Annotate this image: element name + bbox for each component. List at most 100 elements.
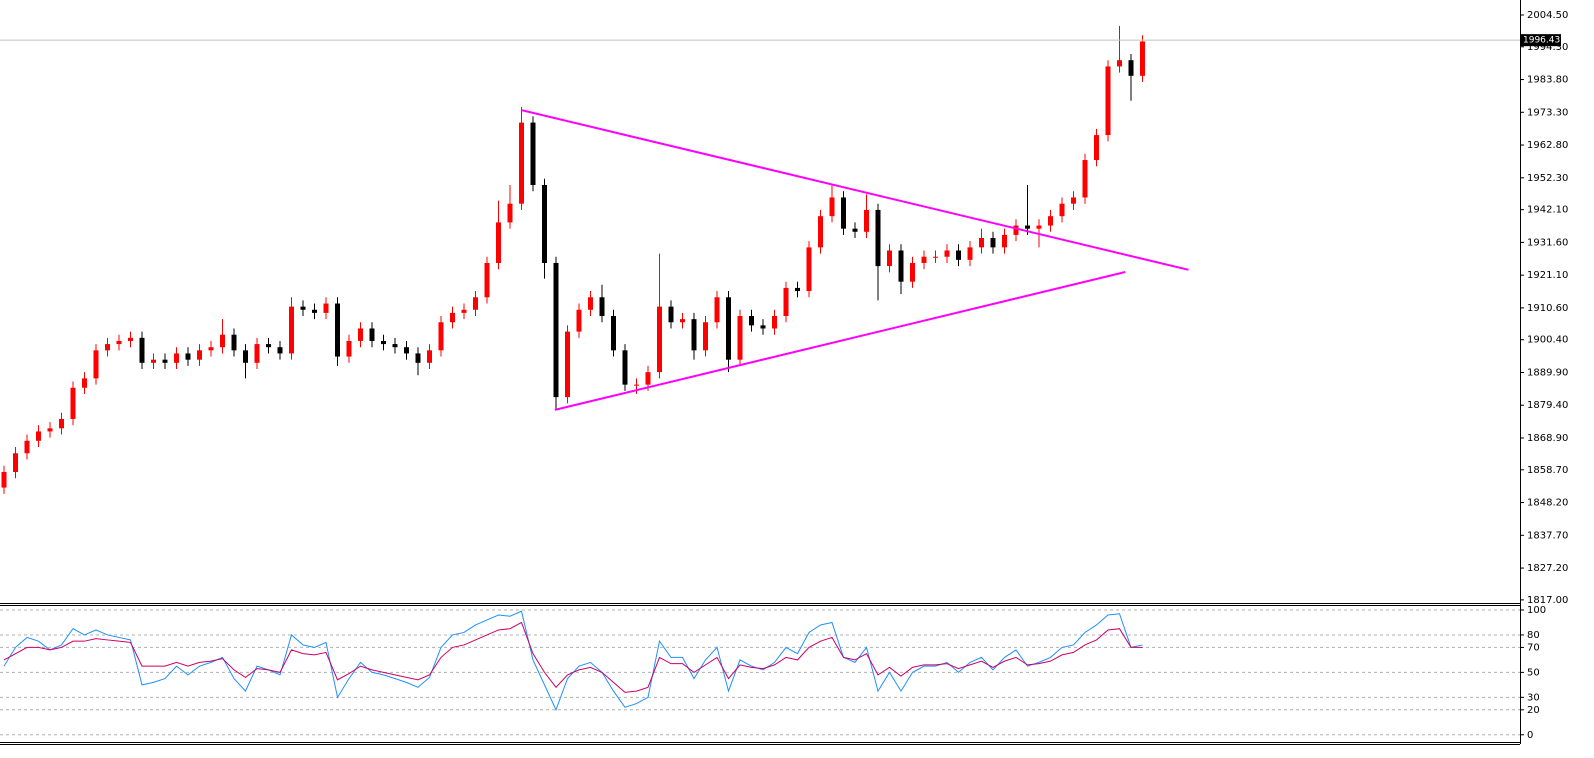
candle-body <box>277 347 283 354</box>
y-tick-label: 1910.60 <box>1527 303 1568 314</box>
candle-body <box>1002 234 1007 248</box>
y-tick-label: 1868.90 <box>1527 433 1568 444</box>
candle-body <box>197 350 202 360</box>
candle-body <box>875 209 881 267</box>
candle-body <box>795 287 800 292</box>
candle-body <box>1013 225 1019 235</box>
candle-body <box>979 238 984 248</box>
y-tick-label: 70 <box>1527 642 1540 653</box>
candle-body <box>13 453 18 472</box>
candle-body <box>1105 66 1111 136</box>
candle-body <box>450 312 455 323</box>
candle-body <box>243 350 248 363</box>
candle-body <box>657 306 662 373</box>
candle-body <box>93 350 99 379</box>
y-tick-label: 20 <box>1527 705 1540 716</box>
candle-body <box>772 316 777 329</box>
candle-body <box>668 306 674 323</box>
last-price-label: 1996.43 <box>1523 36 1560 46</box>
candle-body <box>1140 41 1145 76</box>
candle-body <box>1094 135 1099 161</box>
candle-body <box>1 471 7 488</box>
candle-body <box>933 256 938 258</box>
candle-body <box>588 297 593 310</box>
candle-body <box>519 122 524 204</box>
y-tick-label: 1848.20 <box>1527 498 1568 509</box>
trendline <box>554 271 1126 411</box>
candle-body <box>829 197 835 217</box>
y-tick-label: 1962.80 <box>1527 140 1568 151</box>
candle-body <box>680 319 685 323</box>
y-tick-label: 1921.10 <box>1527 270 1568 281</box>
candle-body <box>105 344 110 351</box>
candle-body <box>289 306 294 354</box>
candle-body <box>737 316 743 360</box>
candle-body <box>208 347 214 351</box>
y-tick-label: 1879.40 <box>1527 400 1568 411</box>
candle-body <box>36 431 41 441</box>
candle-body <box>864 209 869 232</box>
candle-body <box>565 331 570 398</box>
candle-body <box>691 319 697 351</box>
y-tick-label: 30 <box>1527 692 1540 703</box>
candle-body <box>312 309 317 313</box>
candle-body <box>910 262 915 282</box>
candle-body <box>438 322 444 351</box>
candle-body <box>818 216 823 248</box>
candle-body <box>1117 60 1122 67</box>
candle-body <box>553 262 559 398</box>
candle-body <box>24 440 30 454</box>
candle-body <box>59 418 64 429</box>
candle-body <box>220 334 225 348</box>
candle-body <box>427 350 432 363</box>
y-tick-label: 1900.40 <box>1527 335 1568 346</box>
candle-body <box>542 184 547 263</box>
y-tick-label: 2004.50 <box>1527 10 1568 21</box>
candle-body <box>1048 216 1053 226</box>
y-tick-label: 1983.80 <box>1527 75 1568 86</box>
candle-body <box>576 309 582 332</box>
candle-body <box>116 340 122 345</box>
candle-body <box>404 347 409 354</box>
candle-body <box>944 250 950 257</box>
y-tick-label: 50 <box>1527 667 1540 678</box>
candle-body <box>898 250 904 282</box>
candle-body <box>806 247 812 292</box>
candle-body <box>1036 225 1042 229</box>
candle-body <box>599 297 605 317</box>
y-tick-label: 1817.00 <box>1527 595 1568 606</box>
candle-body <box>967 247 973 260</box>
candle-body <box>151 359 156 363</box>
y-tick-label: 100 <box>1527 605 1546 616</box>
y-tick-label: 1931.60 <box>1527 237 1568 248</box>
candle-body <box>70 387 76 419</box>
y-tick-label: 1889.90 <box>1527 367 1568 378</box>
candle-body <box>611 316 616 351</box>
y-tick-label: 0 <box>1527 730 1533 741</box>
candle-body <box>139 337 145 363</box>
candle-body <box>703 322 708 351</box>
candle-body <box>507 203 513 223</box>
candle-body <box>714 297 720 323</box>
candle-body <box>266 344 271 348</box>
y-tick-label: 1827.20 <box>1527 563 1568 574</box>
candle-body <box>162 359 168 363</box>
candle-body <box>749 316 754 326</box>
candle-body <box>887 250 892 267</box>
candle-body <box>484 262 490 298</box>
candle-body <box>622 350 628 385</box>
candle-body <box>174 353 179 363</box>
y-tick-label: 1952.30 <box>1527 173 1568 184</box>
candle-body <box>645 372 651 385</box>
candle-body <box>496 222 501 263</box>
candle-body <box>1025 225 1030 229</box>
candle-body <box>956 250 961 260</box>
y-tick-label: 1973.30 <box>1527 107 1568 118</box>
candle-body <box>852 228 858 232</box>
candle-body <box>1128 60 1134 76</box>
candle-body <box>231 334 237 351</box>
candle-body <box>335 303 340 357</box>
